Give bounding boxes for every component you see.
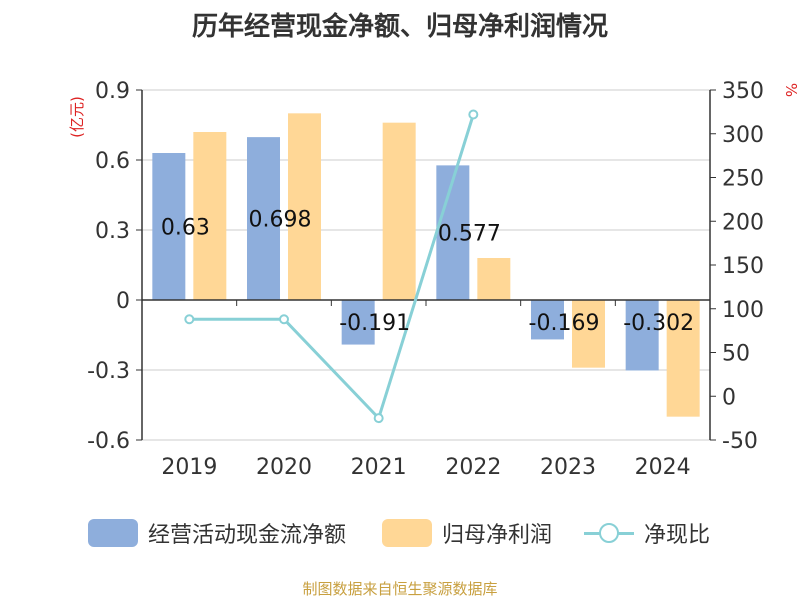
legend-item-cash[interactable]: 经营活动现金流净额	[88, 517, 346, 549]
x-tick-label: 2023	[540, 455, 596, 480]
y-right-tick-label: 50	[722, 342, 750, 367]
series-line-ratio	[189, 114, 475, 421]
y-left-tick-label: 0	[116, 289, 130, 314]
legend-label-ratio: 净现比	[644, 523, 711, 548]
bar-cash	[247, 137, 280, 300]
y-right-tick-label: 350	[722, 79, 764, 104]
y-right-tick-label: -50	[722, 429, 758, 454]
y-right-axis-label: %	[782, 83, 800, 97]
data-label-cash: 0.63	[161, 216, 210, 241]
data-label-cash: -0.302	[623, 311, 694, 336]
legend-label-cash: 经营活动现金流净额	[148, 523, 347, 548]
bar-cash	[152, 153, 186, 300]
legend-swatch-profit	[382, 519, 432, 547]
source-footer: 制图数据来自恒生聚源数据库	[302, 580, 498, 598]
legend-item-profit[interactable]: 归母净利润	[382, 517, 552, 549]
bar-profit	[193, 132, 227, 300]
point-ratio	[468, 109, 479, 120]
legend-swatch-ratio	[584, 519, 634, 547]
y-left-tick-label: -0.6	[87, 429, 130, 454]
legend-label-profit: 归母净利润	[442, 523, 553, 548]
data-label-cash: 0.698	[249, 208, 312, 233]
y-right-tick-label: 150	[722, 254, 764, 279]
y-left-tick-label: 0.9	[95, 79, 130, 104]
bar-profit	[572, 300, 605, 368]
bar-cash	[436, 165, 470, 300]
point-ratio	[279, 314, 289, 325]
x-tick-label: 2022	[445, 455, 501, 480]
point-ratio	[373, 413, 384, 424]
point-ratio	[184, 314, 195, 325]
y-right-tick-label: 200	[722, 210, 764, 235]
chart-legend: 经营活动现金流净额 归母净利润 净现比	[0, 515, 800, 555]
bar-cash	[341, 300, 375, 345]
bar-cash	[531, 300, 564, 340]
y-left-tick-label: 0.3	[95, 219, 130, 244]
data-label-cash: -0.169	[529, 311, 600, 336]
data-label-cash: 0.577	[438, 222, 501, 247]
bar-profit	[666, 300, 700, 417]
data-label-cash: -0.191	[339, 311, 410, 336]
legend-swatch-cash	[88, 519, 138, 547]
x-tick-label: 2024	[635, 455, 691, 480]
y-left-tick-label: -0.3	[87, 359, 130, 384]
x-tick-label: 2020	[256, 455, 312, 480]
x-tick-label: 2021	[351, 455, 407, 480]
bar-profit	[288, 113, 321, 300]
bar-profit	[382, 122, 416, 301]
y-right-tick-label: 300	[722, 123, 764, 148]
y-right-tick-label: 250	[722, 167, 764, 192]
y-right-tick-label: 100	[722, 298, 764, 323]
x-tick-label: 2019	[161, 455, 217, 480]
chart-title: 历年经营现金净额、归母净利润情况	[191, 12, 608, 42]
bar-profit	[477, 258, 511, 300]
y-left-axis-label: (亿元)	[68, 96, 86, 138]
legend-item-ratio[interactable]: 净现比	[584, 517, 710, 549]
y-left-tick-label: 0.6	[95, 149, 130, 174]
bar-cash	[625, 300, 659, 371]
y-right-tick-label: 0	[722, 385, 736, 410]
